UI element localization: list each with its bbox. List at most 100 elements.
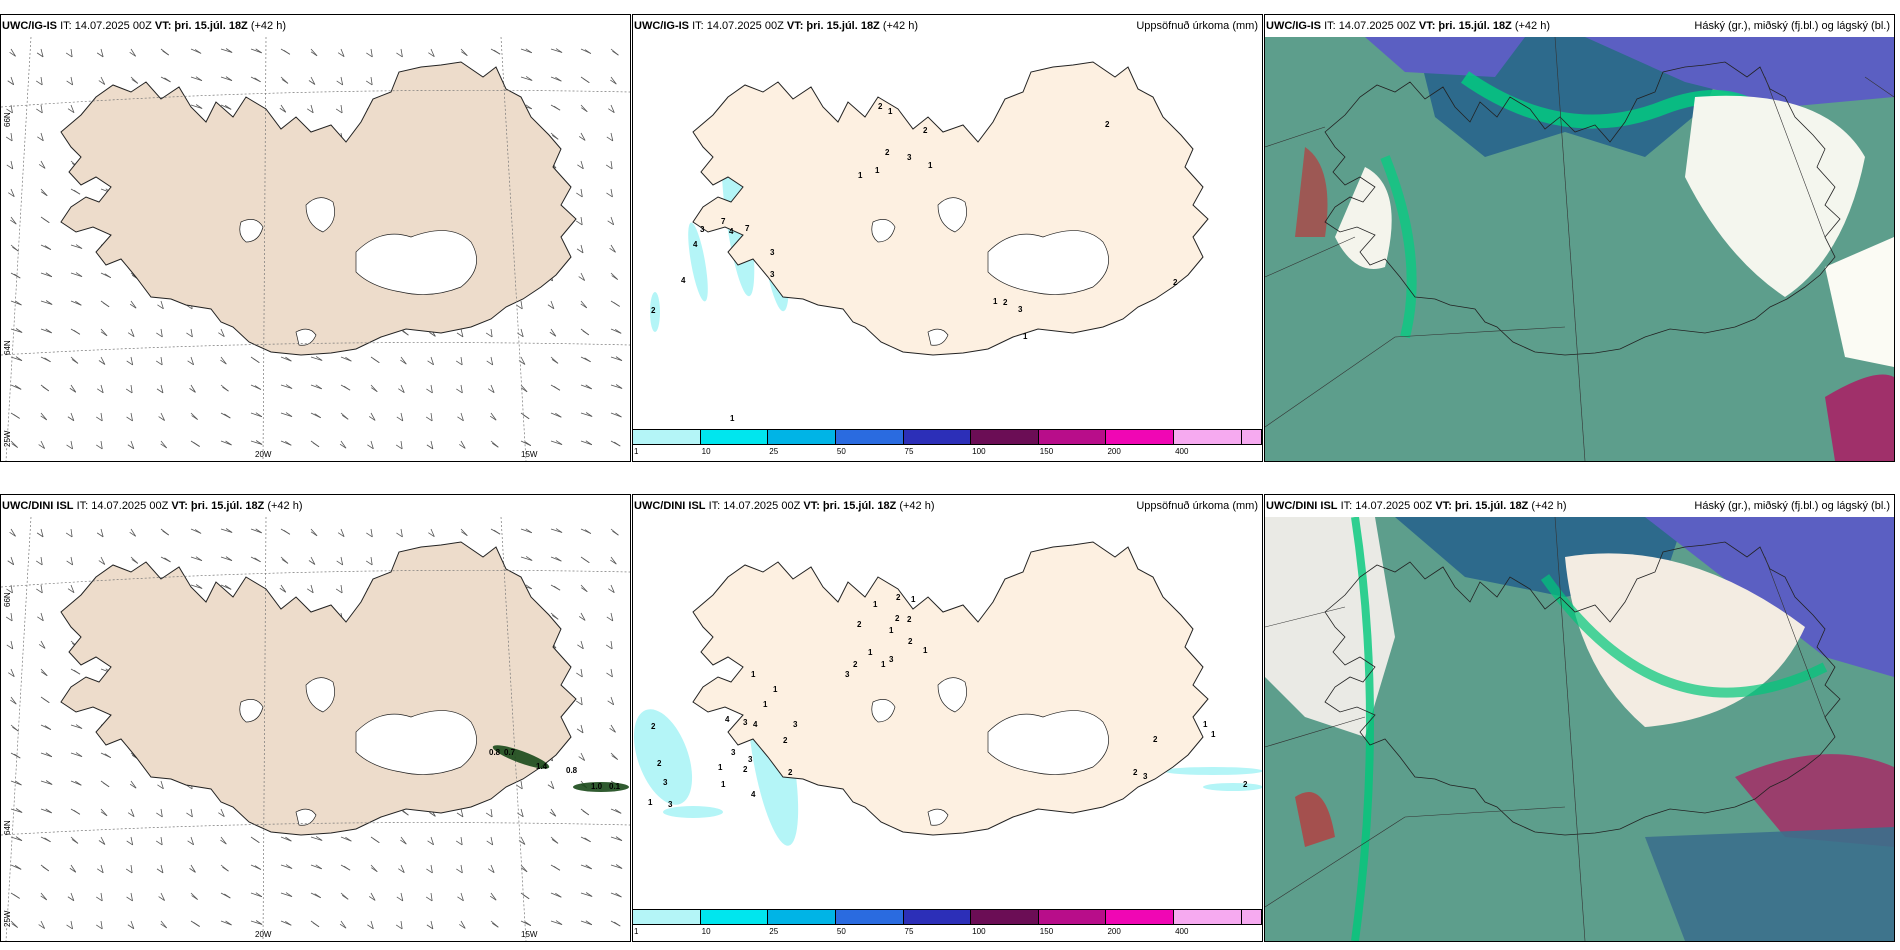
wind-barb [160,384,164,393]
wind-barb-flag [555,528,563,533]
cloud-mid-layer [1645,827,1894,941]
colorbar-label: 50 [836,447,846,456]
wind-barb [400,440,403,450]
panel-wind-dini: UWC/DINI ISL IT: 14.07.2025 00Z VT: þri.… [0,494,631,942]
precip-value: 4 [753,720,758,729]
colorbar-swatch [700,909,769,925]
precip-value: 4 [725,715,730,724]
wind-barb-flag [285,892,293,897]
wind-values: 0.8 0.71.4 0.81.0 0.1 [489,748,621,791]
wind-barb [310,864,322,870]
lon-label-15: 15W [521,930,538,939]
glacier [355,710,477,775]
precip-value: 2 [1243,780,1248,789]
wind-barb-flag [98,840,106,845]
wind-barb-flag [516,784,523,790]
wind-barb [250,440,263,445]
cloud-high-red [1735,754,1894,847]
wind-barb-flag [612,50,619,56]
wind-barb-flag [398,388,405,393]
wind-barb-flag [125,868,133,874]
wind-barb-flag [310,531,318,537]
glacier [937,677,967,713]
wind-barb-flag [15,808,23,813]
precip-value: 3 [663,778,668,787]
wind-barb [190,76,203,82]
colorbar-swatch [633,909,701,925]
precip-value: 3 [731,748,736,757]
wind-barb [250,920,263,925]
wind-barb-flag [584,529,592,534]
wind-barb [160,920,167,929]
colorbar-swatch [700,429,769,445]
wind-barb-flag [45,272,53,278]
wind-barb [10,808,23,813]
wind-barb-flag [44,725,52,730]
wind-barb-flag [553,385,561,391]
wind-barb-flag [187,840,194,846]
wind-barb [70,724,83,729]
wind-barb [130,920,135,929]
lon-label-20: 20W [255,450,272,459]
wind-barb-flag [131,79,139,84]
wind-barb-flag [610,79,617,85]
wind-barb [130,892,133,902]
wind-barb [430,48,435,57]
wind-barb-flag [98,80,106,85]
wind-barb-flag [575,220,583,226]
wind-barb [100,48,104,57]
wind-barb-flag [218,812,225,817]
wind-barb-flag [44,837,51,843]
precip-value: 7 [721,217,726,226]
wind-barb [610,160,613,170]
wind-barb-flag [73,809,81,815]
precip-value: 4 [681,276,686,285]
wind-barb-flag [549,811,557,817]
wind-barb-flag [341,414,349,420]
wind-barb [220,920,232,926]
wind-barb-flag [555,440,563,445]
wind-barb [250,48,262,54]
wind-barb-flag [224,413,231,419]
wind-barb [40,76,43,86]
wind-barb [370,528,373,538]
wind-barb-flag [489,415,497,421]
colorbar-swatch [1241,909,1262,925]
wind-barb [70,528,73,538]
wind-barb [100,864,104,873]
wind-barb-flag [605,644,613,650]
wind-barb [220,440,232,446]
wind-barb [10,216,17,225]
wind-barb-flag [126,840,133,846]
wind-barb-flag [581,107,588,113]
wind-barb [310,836,323,841]
wind-barb-flag [186,332,193,338]
wind-barb [610,612,614,621]
glacier [305,197,335,233]
wind-barb-flag [551,359,559,364]
wind-barb-flag [127,924,135,930]
wind-barb-flag [42,866,50,872]
wind-barb-flag [65,52,73,58]
wind-barb [160,780,164,789]
wind-barb [430,864,433,874]
precip-value: 3 [748,755,753,764]
wind-barb [100,356,106,365]
wind-barb [70,412,75,421]
wind-barb-flag [585,892,593,897]
wind-barb-flag [613,302,620,307]
wind-barb [550,440,563,445]
clear-area [1565,553,1805,727]
lat-label-64: 64N [3,820,12,835]
wind-barb-flag [336,560,343,566]
lat-label-64: 64N [3,340,12,355]
wind-barb-flag [67,108,75,114]
wind-barb [130,440,135,449]
wind-barb [100,440,103,450]
wind-barb [340,440,347,449]
wind-barb-flag [44,245,52,250]
wind-barb-flag [66,80,73,86]
wind-barb-flag [43,218,50,224]
wind-barb-flag [35,560,43,566]
wind-barb [40,104,43,114]
